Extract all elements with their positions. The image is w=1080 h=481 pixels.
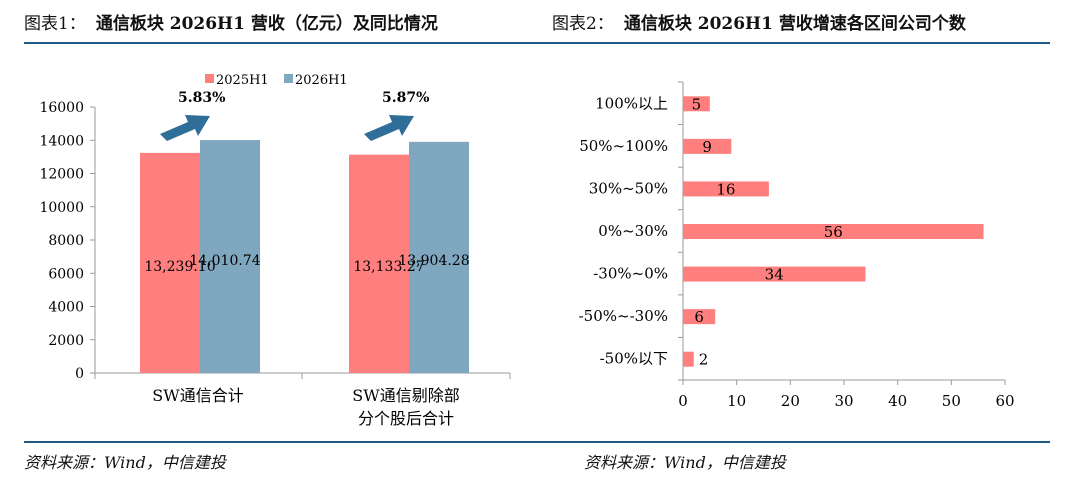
category-label: -30%~0% — [593, 265, 668, 283]
figure1-source: 资料来源：Wind，中信建投 — [24, 453, 226, 472]
data-label: 13,904.28 — [398, 253, 469, 269]
growth-annotation: 5.87% — [382, 90, 429, 106]
growth-arrow-icon — [160, 115, 210, 141]
data-label: 14,010.74 — [189, 253, 260, 269]
bar-2025H1 — [349, 154, 409, 373]
figure1-title: 通信板块 2026H1 营收（亿元）及同比情况 — [95, 13, 438, 34]
y-tick-label: 12000 — [39, 167, 84, 183]
y-tick-label: 2000 — [48, 333, 84, 349]
revenue-bar-chart: 0 2000 4000 6000 8000 10000 12000 14000 16000 13,… — [39, 73, 511, 428]
figure2-label: 图表2： — [552, 13, 614, 34]
y-tick-label: 10000 — [39, 200, 84, 216]
data-label: 5 — [692, 95, 702, 113]
y-tick-label: 14000 — [39, 133, 84, 149]
y-tick-label: 4000 — [48, 300, 84, 316]
bar-2026H1 — [409, 141, 469, 373]
hbar — [683, 351, 694, 367]
data-label: 9 — [702, 138, 712, 156]
category-label: 50%~100% — [579, 137, 668, 155]
hbar — [683, 266, 866, 282]
growth-annotation: 5.83% — [178, 90, 225, 106]
figure2-source: 资料来源：Wind，中信建投 — [584, 453, 786, 472]
data-label: 34 — [765, 266, 784, 284]
category-label: 0%~30% — [598, 222, 668, 240]
data-label: 6 — [694, 308, 704, 326]
category-label: -50%~-30% — [579, 307, 668, 325]
x-tick-label: 0 — [678, 392, 688, 410]
data-label: 2 — [699, 351, 709, 369]
hbar — [683, 309, 716, 325]
x-tick-label: 40 — [888, 392, 907, 410]
bottom-rule — [24, 441, 1050, 443]
figure1-header: 图表1： 通信板块 2026H1 营收（亿元）及同比情况 — [24, 0, 438, 42]
growth-arrow-icon — [364, 115, 414, 141]
figure1-label: 图表1： — [24, 13, 86, 34]
y-tick-label: 0 — [75, 366, 84, 382]
x-tick-label: 10 — [727, 392, 746, 410]
data-label: 13,239.10 — [144, 259, 215, 275]
legend-swatch-2025H1 — [205, 74, 214, 83]
data-label: 13,133.27 — [353, 259, 424, 275]
hbar — [683, 138, 732, 154]
legend-label-2025H1: 2025H1 — [216, 73, 269, 88]
y-tick-label: 8000 — [48, 233, 84, 249]
data-label: 16 — [716, 180, 735, 198]
data-label: 56 — [824, 223, 843, 241]
category-label: SW通信合计 — [152, 386, 243, 405]
hbar — [683, 96, 710, 112]
x-tick-label: 60 — [995, 392, 1014, 410]
top-rule — [24, 42, 1050, 44]
hbar — [683, 181, 769, 197]
bar-2026H1 — [200, 140, 260, 373]
y-tick-label: 16000 — [39, 100, 84, 116]
category-label: -50%以下 — [600, 350, 668, 368]
x-tick-label: 20 — [781, 392, 800, 410]
category-label: 分个股后合计 — [358, 409, 454, 428]
x-tick-label: 50 — [942, 392, 961, 410]
bar-2025H1 — [140, 152, 200, 373]
legend-label-2026H1: 2026H1 — [295, 73, 348, 88]
figure2-title: 通信板块 2026H1 营收增速各区间公司个数 — [623, 13, 966, 34]
growth-distribution-chart: 100%以上 5 50%~100% 9 30%~50% 16 0%~30% 56 -30%~0%… — [579, 81, 1015, 410]
figure2-header: 图表2： 通信板块 2026H1 营收增速各区间公司个数 — [552, 0, 966, 42]
category-label: 30%~50% — [589, 179, 668, 197]
y-tick-label: 6000 — [48, 266, 84, 282]
category-label: 100%以上 — [595, 94, 668, 112]
legend-swatch-2026H1 — [284, 74, 293, 83]
hbar — [683, 224, 984, 239]
category-label: SW通信剔除部 — [352, 386, 459, 405]
x-tick-label: 30 — [834, 392, 853, 410]
